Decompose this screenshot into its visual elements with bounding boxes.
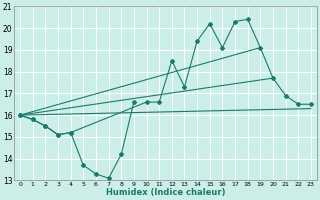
X-axis label: Humidex (Indice chaleur): Humidex (Indice chaleur): [106, 188, 225, 197]
